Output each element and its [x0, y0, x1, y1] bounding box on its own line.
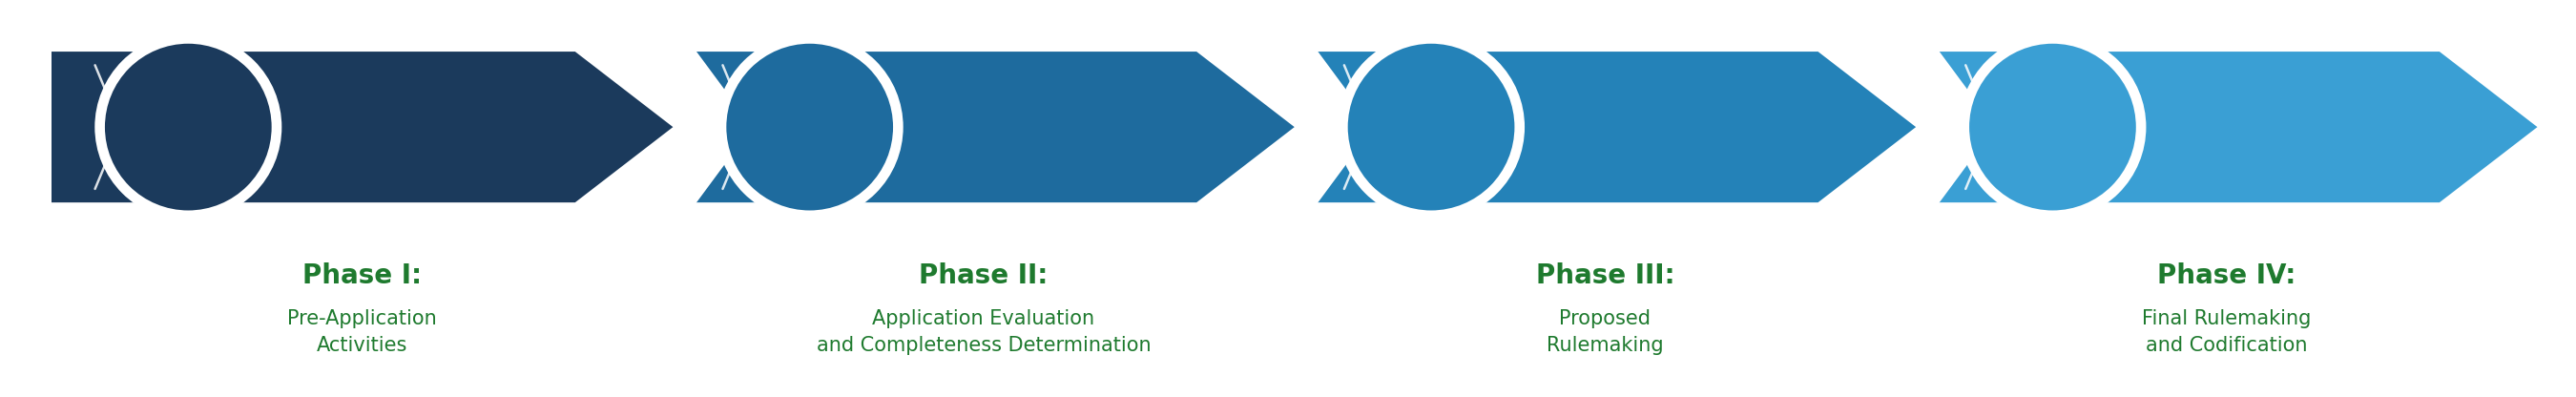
- Polygon shape: [1293, 52, 1917, 202]
- Ellipse shape: [95, 33, 281, 221]
- Polygon shape: [1896, 48, 1996, 206]
- Ellipse shape: [1337, 33, 1525, 221]
- Text: Phase IV:: Phase IV:: [2156, 262, 2295, 289]
- Text: Proposed
Rulemaking: Proposed Rulemaking: [1546, 310, 1664, 355]
- Polygon shape: [652, 48, 752, 206]
- Ellipse shape: [1968, 42, 2138, 212]
- Ellipse shape: [716, 33, 904, 221]
- Polygon shape: [672, 52, 1293, 202]
- Text: Phase II:: Phase II:: [920, 262, 1048, 289]
- Polygon shape: [52, 52, 672, 202]
- Ellipse shape: [1347, 42, 1517, 212]
- Text: Pre-Application
Activities: Pre-Application Activities: [289, 310, 438, 355]
- Ellipse shape: [1960, 33, 2146, 221]
- Text: Application Evaluation
and Completeness Determination: Application Evaluation and Completeness …: [817, 310, 1151, 355]
- Polygon shape: [1917, 52, 2537, 202]
- Text: Phase I:: Phase I:: [301, 262, 422, 289]
- Text: Final Rulemaking
and Codification: Final Rulemaking and Codification: [2143, 310, 2311, 355]
- Ellipse shape: [724, 42, 894, 212]
- Text: Phase III:: Phase III:: [1535, 262, 1674, 289]
- Polygon shape: [1273, 48, 1373, 206]
- Ellipse shape: [103, 42, 273, 212]
